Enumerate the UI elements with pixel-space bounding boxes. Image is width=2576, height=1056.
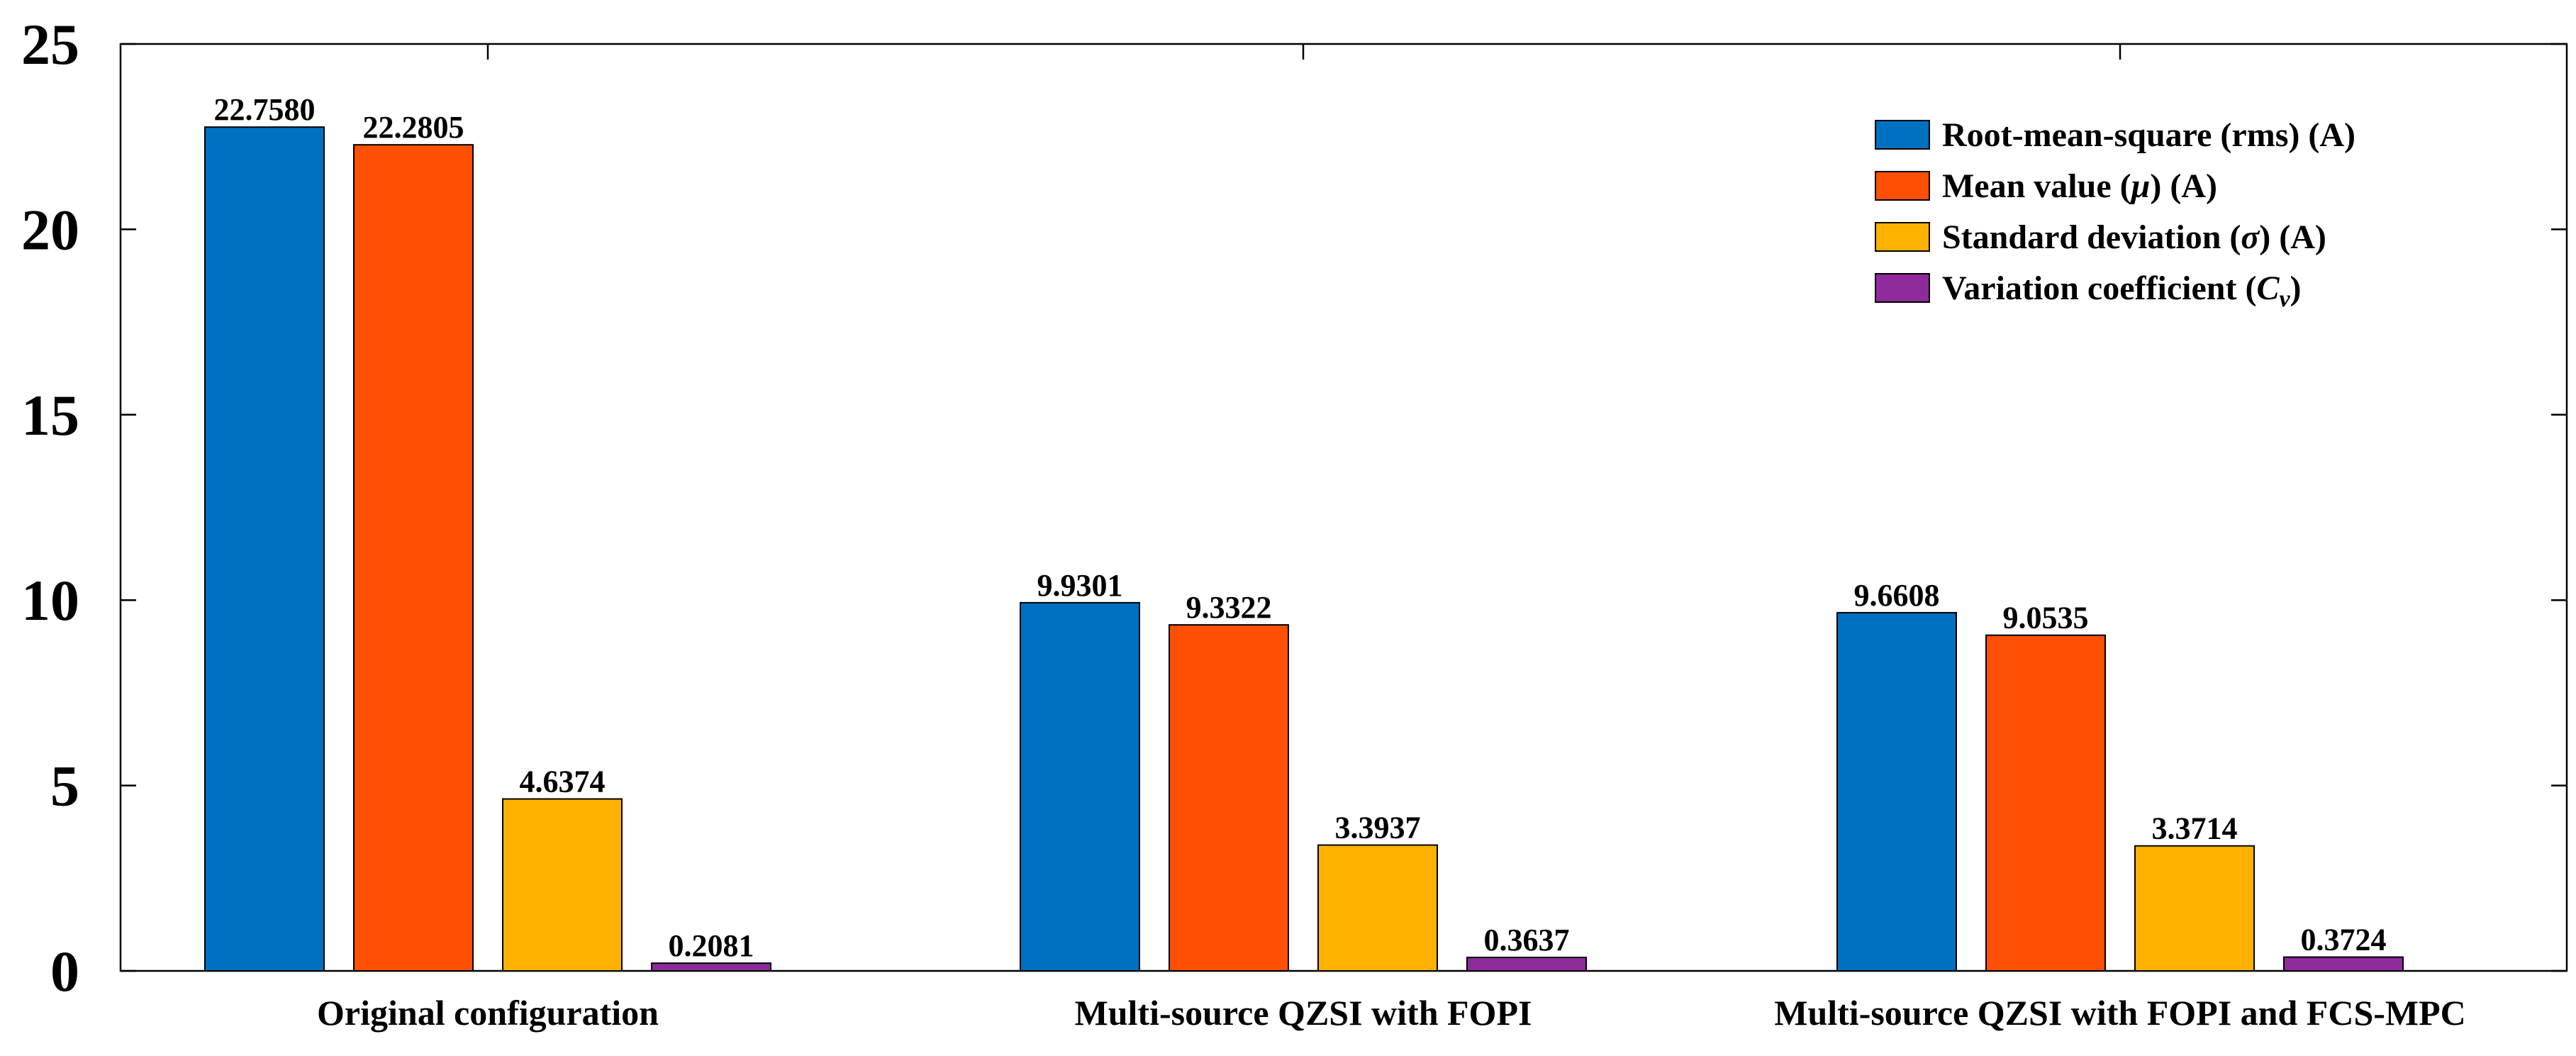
legend-symbol: C <box>2256 269 2280 307</box>
legend-swatch-2 <box>1875 171 1930 201</box>
data-label-3-1: 4.6374 <box>520 765 606 799</box>
legend-label-2: Mean value (μ) (A) <box>1942 167 2217 205</box>
bar-2-3 <box>1985 634 2106 972</box>
bar-2-2 <box>1169 624 1289 972</box>
legend-text-part: ) (A) <box>2259 218 2326 256</box>
tick-labels: 0 5 10 15 20 25 Original configuration Multi-so… <box>21 12 2466 1033</box>
y-tick-label: 10 <box>21 568 79 633</box>
bar-3-1 <box>502 798 623 972</box>
data-label-2-3: 9.0535 <box>2003 601 2089 635</box>
data-label-4-3: 0.3724 <box>2301 923 2387 957</box>
legend-symbol: μ <box>2129 167 2151 205</box>
legend-subscript: v <box>2279 286 2290 312</box>
data-label-4-2: 0.3637 <box>1484 923 1570 957</box>
data-label-3-3: 3.3714 <box>2152 811 2238 846</box>
legend-label-1: Root-mean-square (rms) (A) <box>1942 116 2355 154</box>
legend-label-4: Variation coefficient (Cv) <box>1942 269 2302 312</box>
y-tick-label: 25 <box>21 12 79 77</box>
bar-3-2 <box>1317 844 1438 972</box>
data-labels: 22.7580 22.2805 4.6374 0.2081 9.9301 9.3322 3.… <box>214 92 2387 963</box>
data-label-4-1: 0.2081 <box>669 928 754 963</box>
legend-symbol: σ <box>2241 218 2260 256</box>
legend-label-3: Standard deviation (σ) (A) <box>1942 218 2326 256</box>
y-tick-label: 5 <box>50 754 79 818</box>
y-tick-label: 0 <box>50 939 79 1004</box>
legend-swatch-4 <box>1875 273 1930 303</box>
bar-1-1 <box>204 126 325 972</box>
legend-text-part: Standard deviation ( <box>1942 218 2241 256</box>
legend: Root-mean-square (rms) (A) Mean value (μ)… <box>1875 116 2355 312</box>
legend-swatch-3 <box>1875 222 1930 252</box>
bar-4-2 <box>1466 956 1587 972</box>
legend-text-part: Variation coefficient ( <box>1942 269 2256 307</box>
bar-4-3 <box>2283 956 2404 972</box>
data-label-1-3: 9.6608 <box>1854 578 1940 613</box>
data-label-1-1: 22.7580 <box>214 92 316 127</box>
legend-text-part: ) <box>2290 269 2302 307</box>
category-label-1: Original configuration <box>317 993 659 1033</box>
legend-swatch-1 <box>1875 120 1930 150</box>
y-tick-label: 15 <box>21 383 79 448</box>
bar-2-1 <box>353 144 474 972</box>
bar-1-3 <box>1836 611 1957 972</box>
data-label-2-2: 9.3322 <box>1186 590 1272 625</box>
data-label-2-1: 22.2805 <box>363 110 464 145</box>
data-label-1-2: 9.9301 <box>1037 568 1123 603</box>
bars <box>204 126 2404 972</box>
category-label-2: Multi-source QZSI with FOPI <box>1075 993 1532 1033</box>
legend-text-part: Mean value ( <box>1942 167 2131 205</box>
bar-1-2 <box>1020 601 1140 972</box>
bar-4-1 <box>651 962 771 972</box>
category-label-3: Multi-source QZSI with FOPI and FCS-MPC <box>1774 993 2466 1033</box>
data-label-3-2: 3.3937 <box>1335 811 1421 845</box>
bar-3-3 <box>2134 845 2255 972</box>
legend-text-part: ) (A) <box>2150 167 2217 205</box>
legend-text-part: Root-mean-square (rms) (A) <box>1942 116 2355 154</box>
y-tick-label: 20 <box>21 197 79 262</box>
